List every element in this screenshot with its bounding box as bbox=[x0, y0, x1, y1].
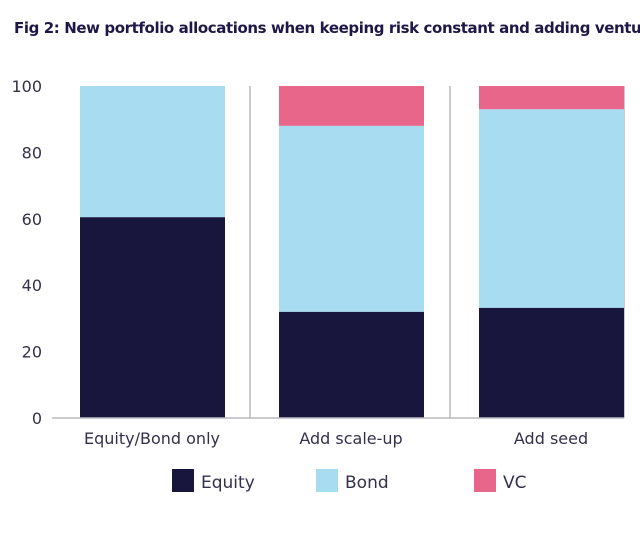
bar-bond-2 bbox=[479, 109, 624, 308]
category-labels: Equity/Bond only Add scale-up Add seed bbox=[84, 429, 588, 448]
legend-swatch-bond bbox=[316, 469, 338, 492]
bar-vc-1 bbox=[279, 86, 424, 126]
bars bbox=[80, 86, 624, 418]
y-tick-label-5: 100 bbox=[11, 77, 42, 96]
y-tick-label-3: 60 bbox=[22, 210, 42, 229]
bar-equity-0 bbox=[80, 217, 225, 418]
y-tick-label-1: 20 bbox=[22, 343, 42, 362]
bar-bond-1 bbox=[279, 126, 424, 312]
y-axis-ticks: 0 20 40 60 80 100 bbox=[11, 77, 42, 428]
bar-equity-1 bbox=[279, 312, 424, 418]
legend-label-vc: VC bbox=[503, 473, 527, 493]
category-label-0: Equity/Bond only bbox=[84, 429, 220, 448]
legend-swatch-equity bbox=[172, 469, 194, 492]
legend-label-bond: Bond bbox=[345, 473, 389, 493]
stacked-bar-chart: 0 20 40 60 80 100 Equity/Bond only Add scale-u… bbox=[0, 0, 640, 544]
legend-swatch-vc bbox=[474, 469, 496, 492]
legend: Equity Bond VC bbox=[172, 469, 527, 493]
y-tick-label-0: 0 bbox=[32, 409, 42, 428]
bar-vc-2 bbox=[479, 86, 624, 109]
legend-label-equity: Equity bbox=[201, 473, 255, 493]
y-tick-label-2: 40 bbox=[22, 276, 42, 295]
bar-bond-0 bbox=[80, 86, 225, 217]
category-label-2: Add seed bbox=[514, 429, 588, 448]
y-tick-label-4: 80 bbox=[22, 143, 42, 162]
bar-equity-2 bbox=[479, 308, 624, 418]
category-label-1: Add scale-up bbox=[299, 429, 402, 448]
